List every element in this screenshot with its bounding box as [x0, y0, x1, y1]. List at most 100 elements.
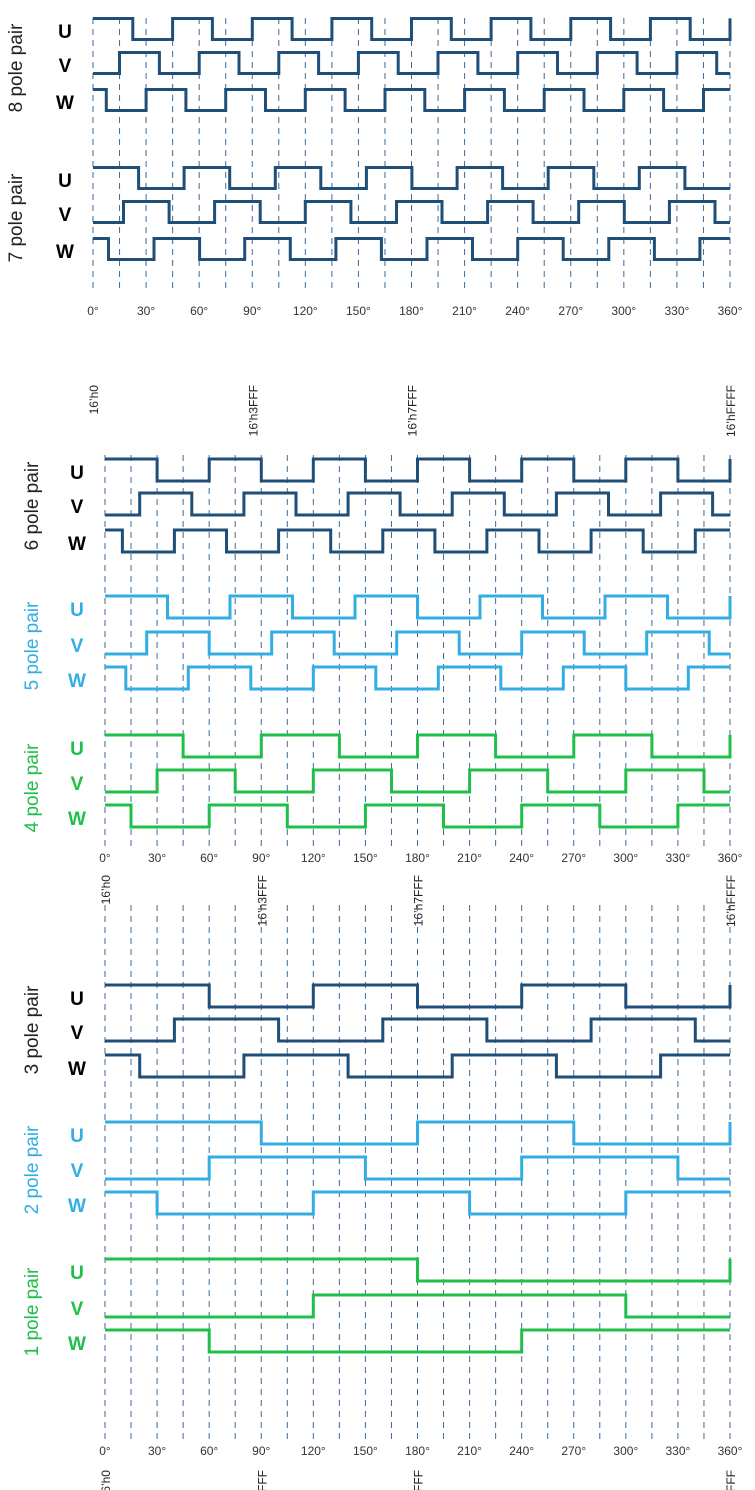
tick-label: 180° [399, 304, 424, 318]
tick-label: 120° [301, 851, 326, 865]
tick-label: 120° [293, 304, 318, 318]
hex-label: 16’h0 [99, 1470, 113, 1490]
phase-label-w: W [68, 1196, 86, 1217]
hex-label: 16’h0 [87, 385, 101, 415]
tick-label: 300° [613, 851, 638, 865]
waveform-w [105, 665, 730, 691]
group-label: 4 pole pair [22, 743, 43, 832]
phase-label-u: U [70, 1263, 84, 1284]
tick-label: 90° [252, 851, 270, 865]
tick-label: 210° [452, 304, 477, 318]
phase-label-u: U [70, 463, 84, 484]
waveform-w [105, 1328, 730, 1354]
waveform-u [105, 733, 732, 759]
hex-label: 16’h7FFF [406, 385, 420, 436]
tick-label: 270° [561, 1444, 586, 1458]
phase-label-v: V [71, 1299, 84, 1320]
tick-label: 0° [99, 851, 111, 865]
tick-label: 210° [457, 851, 482, 865]
group-5-pole-pair: 5 pole pair UVW [22, 594, 732, 692]
tick-label: 150° [353, 851, 378, 865]
waveform-v [105, 1293, 730, 1319]
hex-label: 16’h3FFF [255, 1470, 269, 1490]
group-label: 8 pole pair [6, 23, 27, 112]
tick-label: 300° [611, 304, 636, 318]
waveform-v [105, 491, 730, 517]
tick-label: 240° [505, 304, 530, 318]
phase-label-u: U [70, 989, 84, 1010]
waveform-u [105, 1257, 732, 1283]
tick-label: 60° [200, 851, 218, 865]
hex-label: 16’h7FFF [412, 1470, 426, 1490]
tick-label: 240° [509, 1444, 534, 1458]
hex-label: 16’hFFFF [724, 385, 738, 437]
phase-label-w: W [68, 1334, 86, 1355]
tick-label: 120° [301, 1444, 326, 1458]
group-3-pole-pair: 3 pole pair UVW [22, 983, 732, 1080]
phase-label-v: V [71, 1023, 84, 1044]
phase-label-v: V [71, 497, 84, 518]
waveform-u [105, 457, 732, 483]
panel-1: 0° 30° 60° 90° 120° 150° 180° 210° 240° 270° 300° 3… [6, 17, 743, 437]
group-label: 3 pole pair [22, 985, 43, 1074]
waveform-v [105, 1155, 730, 1181]
group-2-pole-pair: 2 pole pair UVW [22, 1120, 732, 1217]
group-6-pole-pair: 6 pole pair UVW [22, 457, 732, 555]
group-7-pole-pair: 7 pole pair UVW [6, 166, 730, 263]
tick-label: 180° [405, 851, 430, 865]
tick-label: 360° [718, 851, 743, 865]
hex-label: 16’hFFFF [724, 875, 738, 927]
phase-label-v: V [59, 205, 72, 226]
hex-label: 16’h3FFF [246, 385, 260, 436]
phase-label-u: U [70, 1126, 84, 1147]
tick-label: 60° [200, 1444, 218, 1458]
phase-label-v: V [71, 1161, 84, 1182]
phase-label-u: U [70, 739, 84, 760]
tick-label: 360° [718, 304, 743, 318]
waveform-w [105, 803, 730, 829]
tick-label: 30° [137, 304, 155, 318]
tick-label: 330° [666, 1444, 691, 1458]
phase-label-u: U [58, 22, 72, 43]
hex-label: 16’h0 [99, 875, 113, 905]
waveform-v [105, 630, 730, 656]
hex-label: 16’h7FFF [412, 875, 426, 926]
group-label: 5 pole pair [22, 601, 43, 690]
tick-label: 60° [190, 304, 208, 318]
tick-label: 0° [99, 1444, 111, 1458]
phase-label-w: W [56, 93, 74, 114]
panel-3: 0° 30° 60° 90° 120° 150° 180° 210° 240° 270° 300° 3… [22, 905, 743, 1490]
waveform-w [93, 88, 730, 112]
tick-label: 150° [346, 304, 371, 318]
tick-label: 30° [148, 1444, 166, 1458]
waveform-u [93, 17, 732, 41]
waveform-u [93, 166, 730, 190]
phase-label-w: W [68, 809, 86, 830]
phase-label-v: V [71, 774, 84, 795]
tick-label: 330° [666, 851, 691, 865]
phase-label-w: W [68, 1059, 86, 1080]
group-label: 1 pole pair [22, 1267, 43, 1356]
tick-label: 0° [87, 304, 99, 318]
phase-label-w: W [68, 534, 86, 555]
tick-label: 360° [718, 1444, 743, 1458]
phase-label-v: V [71, 636, 84, 657]
phase-label-v: V [59, 56, 72, 77]
group-4-pole-pair: 4 pole pair UVW [22, 733, 732, 832]
tick-label: 210° [457, 1444, 482, 1458]
group-1-pole-pair: 1 pole pair UVW [22, 1257, 732, 1356]
phase-label-w: W [56, 242, 74, 263]
tick-label: 90° [243, 304, 261, 318]
hex-label: 16’h3FFF [255, 875, 269, 926]
waveform-w [105, 1053, 730, 1079]
tick-label: 30° [148, 851, 166, 865]
group-label: 7 pole pair [6, 173, 27, 262]
tick-label: 240° [509, 851, 534, 865]
waveform-w [105, 1190, 730, 1216]
waveform-u [105, 983, 732, 1009]
waveform-v [105, 1017, 730, 1043]
waveform-v [93, 200, 730, 224]
waveform-w [93, 237, 730, 261]
group-label: 6 pole pair [22, 461, 43, 550]
